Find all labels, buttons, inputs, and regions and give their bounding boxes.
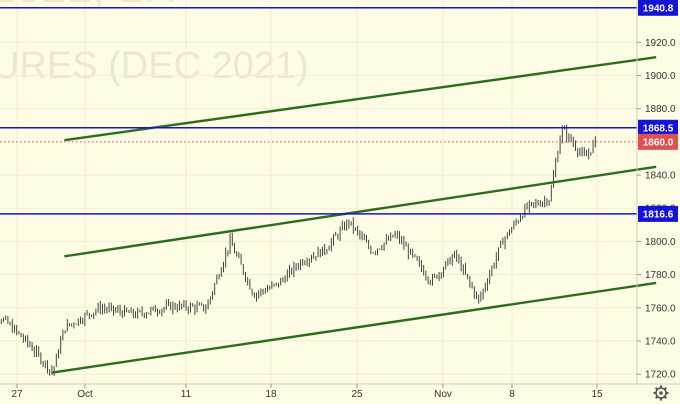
channel-line[interactable] (64, 165, 657, 258)
channel-line[interactable] (64, 56, 657, 142)
y-tick-label: 1900.0 (645, 71, 676, 82)
x-tick-label: Nov (434, 389, 452, 400)
level-price-tag (638, 0, 678, 16)
y-tick-label: 1880.0 (645, 104, 676, 115)
x-tick-label: 18 (265, 389, 277, 400)
y-tick-label: 1840.0 (645, 171, 676, 182)
y-tick-label: 1720.0 (645, 370, 676, 381)
candles (0, 124, 596, 377)
x-tick-label: Oct (77, 389, 93, 400)
watermark-line-1: 2021, 1H (0, 0, 177, 12)
price-labels: 1940.8 1868.5 1816.6 1860.0 (638, 0, 678, 222)
level-price-tag (638, 119, 678, 136)
y-tick-label: 1920.0 (645, 38, 676, 49)
level-price-tag (638, 205, 678, 222)
x-tick-label: 27 (11, 389, 23, 400)
level-price-label: 1816.6 (643, 209, 674, 220)
gear-icon[interactable] (653, 385, 669, 401)
watermark-line-2: URES (DEC 2021) (0, 45, 309, 87)
time-axis[interactable]: 27 Oct 11 18 25 Nov 8 15 (11, 384, 603, 400)
y-tick-label: 1740.0 (645, 337, 676, 348)
y-tick-label: 1760.0 (645, 303, 676, 314)
x-tick-label: 15 (591, 389, 603, 400)
y-tick-label: 1780.0 (645, 270, 676, 281)
channel-line[interactable] (52, 281, 657, 374)
x-tick-label: 11 (181, 389, 192, 400)
horizontal-levels (0, 7, 637, 215)
current-price-tag (638, 133, 678, 150)
y-tick-label: 1800.0 (645, 237, 676, 248)
x-tick-label: 8 (509, 389, 515, 400)
level-price-label: 1868.5 (643, 123, 674, 134)
current-price-label: 1860.0 (643, 137, 674, 148)
level-price-label: 1940.8 (643, 3, 674, 14)
x-tick-label: 25 (351, 389, 363, 400)
channel-lines (52, 56, 657, 374)
